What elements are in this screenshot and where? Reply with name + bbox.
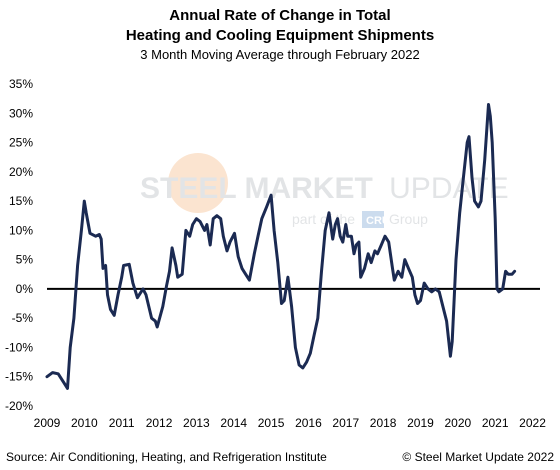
x-tick-label: 2013 (183, 416, 210, 430)
x-tick-label: 2009 (34, 416, 61, 430)
watermark-logo-icon (168, 153, 228, 213)
x-tick-label: 2010 (71, 416, 98, 430)
x-tick-label: 2020 (444, 416, 471, 430)
chart-title-line1: Annual Rate of Change in Total (169, 7, 391, 24)
y-tick-label: 0% (16, 282, 34, 296)
x-tick-label: 2016 (295, 416, 322, 430)
x-tick-label: 2011 (109, 416, 135, 430)
y-tick-label: 10% (9, 223, 33, 237)
x-tick-label: 2022 (519, 416, 546, 430)
watermark-text-bold: STEEL MARKET (140, 172, 373, 205)
watermark-cru-text: CRU (366, 215, 390, 227)
svg-text:STEEL MARKET UPDATE: STEEL MARKET UPDATE (140, 172, 509, 205)
y-tick-label: -10% (5, 340, 33, 354)
y-axis: -20% -15% -10% -5% 0% 5% 10% 15% 20% 25% 30% 35% (5, 77, 33, 413)
steel-market-update-watermark: STEEL MARKET UPDATE part of the CRU Grou… (140, 153, 509, 228)
chart-title-block: Annual Rate of Change in Total Heating a… (0, 6, 560, 64)
y-tick-label: -5% (12, 311, 34, 325)
y-tick-label: -20% (5, 399, 33, 413)
x-tick-label: 2017 (332, 416, 359, 430)
x-tick-label: 2015 (258, 416, 285, 430)
watermark-text-light: UPDATE (389, 172, 508, 205)
x-tick-label: 2012 (146, 416, 173, 430)
x-tick-label: 2014 (220, 416, 247, 430)
y-tick-label: 5% (16, 253, 34, 267)
source-note: Source: Air Conditioning, Heating, and R… (6, 450, 327, 464)
x-tick-label: 2019 (407, 416, 434, 430)
y-tick-label: 25% (9, 136, 33, 150)
series-line (45, 103, 517, 390)
x-tick-label: 2018 (370, 416, 397, 430)
y-tick-label: 30% (9, 106, 33, 120)
y-tick-label: 20% (9, 165, 33, 179)
y-tick-label: -15% (5, 370, 33, 384)
y-tick-label: 35% (9, 77, 33, 91)
y-tick-label: 15% (9, 194, 33, 208)
x-tick-label: 2021 (482, 416, 509, 430)
watermark-group-text: Group (389, 211, 428, 227)
watermark-cru-badge (362, 211, 384, 228)
x-axis: 2009 2010 2011 2012 2013 2014 2015 2016 2017 2018… (34, 416, 547, 430)
copyright-note: © Steel Market Update 2022 (402, 450, 554, 464)
chart-subtitle: 3 Month Moving Average through February … (140, 47, 420, 62)
chart-title-line2: Heating and Cooling Equipment Shipments (125, 27, 435, 44)
